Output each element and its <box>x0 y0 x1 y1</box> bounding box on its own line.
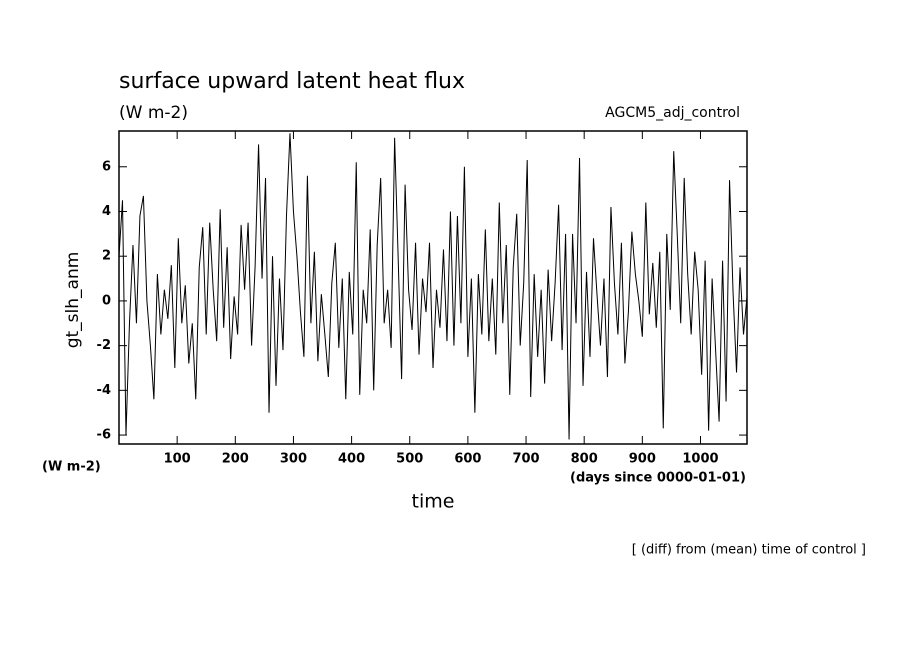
x-tick-label: 900 <box>629 452 656 467</box>
data-line <box>118 133 748 440</box>
y-tick-label: 2 <box>102 249 111 264</box>
annotation: AGCM5_adj_control <box>605 105 740 121</box>
x-tick-label: 1000 <box>682 452 718 467</box>
y-tick-label: -4 <box>97 383 111 398</box>
x-tick-label: 500 <box>396 452 423 467</box>
x-tick-label: 100 <box>164 452 191 467</box>
x-tick-label: 300 <box>280 452 307 467</box>
y-axis-label: gt_slh_anm <box>63 252 83 349</box>
y-tick-label: 0 <box>102 293 111 308</box>
chart-subtitle: (W m-2) <box>119 103 188 123</box>
y-units: (W m-2) <box>42 460 101 475</box>
plot-frame <box>118 130 748 445</box>
x-tick-label: 400 <box>338 452 365 467</box>
x-tick-label: 600 <box>454 452 481 467</box>
y-tick-label: 4 <box>102 204 111 219</box>
chart-title: surface upward latent heat flux <box>119 69 465 94</box>
y-tick-label: -2 <box>97 338 111 353</box>
x-axis-label: time <box>412 491 455 513</box>
x-tick-label: 200 <box>222 452 249 467</box>
x-tick-label: 800 <box>571 452 598 467</box>
y-tick-label: -6 <box>97 428 111 443</box>
x-units: (days since 0000-01-01) <box>570 471 746 486</box>
footnote: [ (diff) from (mean) time of control ] <box>632 543 866 558</box>
y-tick-label: 6 <box>102 159 111 174</box>
x-tick-label: 700 <box>512 452 539 467</box>
